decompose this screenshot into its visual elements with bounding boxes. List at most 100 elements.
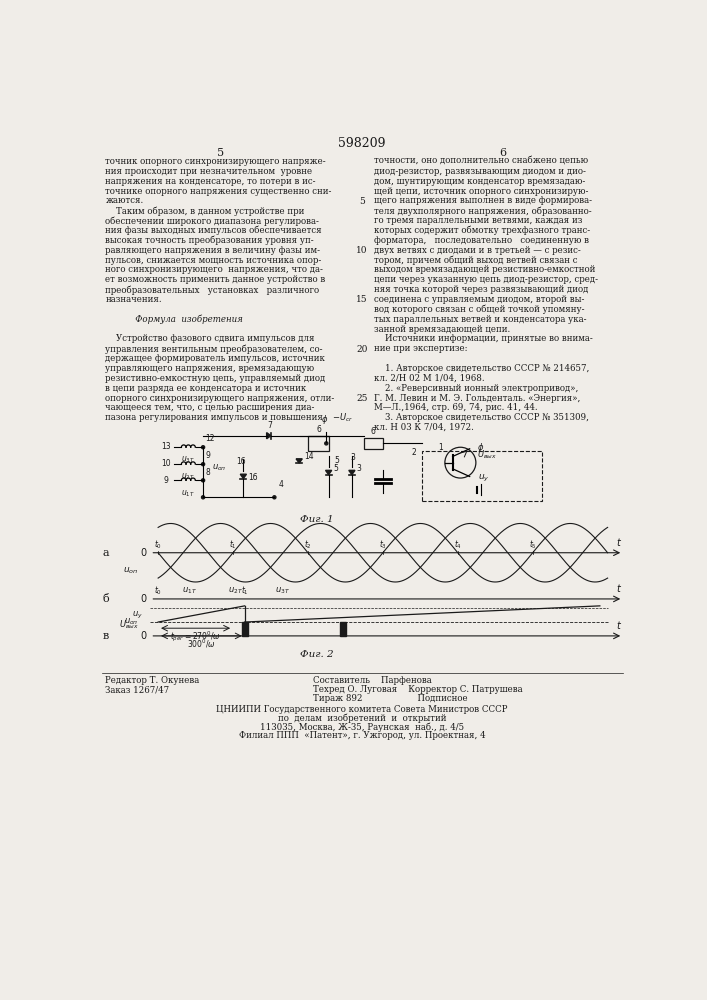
Text: чающееся тем, что, с целью расширения диа-: чающееся тем, что, с целью расширения ди… bbox=[105, 403, 315, 412]
Text: 6: 6 bbox=[316, 425, 321, 434]
Text: 8: 8 bbox=[206, 468, 210, 477]
Text: выходом времязадающей резистивно-емкостной: выходом времязадающей резистивно-емкостн… bbox=[373, 265, 595, 274]
Text: щей цепи, источник опорного синхронизирую-: щей цепи, источник опорного синхронизиру… bbox=[373, 187, 588, 196]
Text: преобразовательных   установках   различного: преобразовательных установках различного bbox=[105, 285, 320, 295]
Text: 0: 0 bbox=[141, 631, 146, 641]
Text: 0: 0 bbox=[141, 594, 146, 604]
Text: 6: 6 bbox=[370, 427, 375, 436]
Text: $u_{3T}$: $u_{3T}$ bbox=[274, 586, 290, 596]
Polygon shape bbox=[267, 433, 271, 439]
Text: держащее формирователь импульсов, источник: держащее формирователь импульсов, источн… bbox=[105, 354, 325, 363]
Text: пульсов, снижается мощность источника опор-: пульсов, снижается мощность источника оп… bbox=[105, 256, 322, 265]
Text: напряжения на конденсаторе, то потери в ис-: напряжения на конденсаторе, то потери в … bbox=[105, 177, 316, 186]
Text: 14: 14 bbox=[304, 452, 313, 461]
Text: го тремя параллельными ветвями, каждая из: го тремя параллельными ветвями, каждая и… bbox=[373, 216, 582, 225]
Text: 9: 9 bbox=[163, 476, 168, 485]
Text: Устройство фазового сдвига импульсов для: Устройство фазового сдвига импульсов для bbox=[105, 334, 315, 343]
Text: точнике опорного напряжения существенно сни-: точнике опорного напряжения существенно … bbox=[105, 187, 332, 196]
Text: пазона регулирования импульсов и повышения: пазона регулирования импульсов и повышен… bbox=[105, 413, 323, 422]
Text: ет возможность применить данное устройство в: ет возможность применить данное устройст… bbox=[105, 275, 326, 284]
Text: ние при экспертизе:: ние при экспертизе: bbox=[373, 344, 467, 353]
Text: няя точка которой через развязывающий диод: няя точка которой через развязывающий ди… bbox=[373, 285, 588, 294]
Text: обеспечении широкого диапазона регулирова-: обеспечении широкого диапазона регулиров… bbox=[105, 216, 320, 226]
Bar bbox=[421, 451, 542, 501]
Text: диод-резистор, развязывающим диодом и дио-: диод-резистор, развязывающим диодом и ди… bbox=[373, 167, 585, 176]
Text: кл. Н 03 К 7/04, 1972.: кл. Н 03 К 7/04, 1972. bbox=[373, 423, 474, 432]
Text: 3. Авторское свидетельство СССР № 351309,: 3. Авторское свидетельство СССР № 351309… bbox=[373, 413, 588, 422]
Text: $u_y$: $u_y$ bbox=[132, 610, 143, 621]
Text: высокая точность преобразования уровня уп-: высокая точность преобразования уровня у… bbox=[105, 236, 314, 245]
Text: $t$: $t$ bbox=[617, 536, 622, 548]
Text: ного синхронизирующего  напряжения, что да-: ного синхронизирующего напряжения, что д… bbox=[105, 265, 323, 274]
Text: 1. Авторское свидетельство СССР № 214657,: 1. Авторское свидетельство СССР № 214657… bbox=[373, 364, 589, 373]
Text: $t_0$: $t_0$ bbox=[154, 585, 162, 597]
Text: жаются.: жаются. bbox=[105, 196, 144, 205]
Text: двух ветвях с диодами и в третьей — с резис-: двух ветвях с диодами и в третьей — с ре… bbox=[373, 246, 580, 255]
Circle shape bbox=[273, 496, 276, 499]
Text: опорного синхронизирующего напряжения, отли-: опорного синхронизирующего напряжения, о… bbox=[105, 394, 334, 403]
Text: Составитель    Парфенова: Составитель Парфенова bbox=[313, 676, 432, 685]
Text: в: в bbox=[103, 631, 109, 641]
Text: $u_{2T}$: $u_{2T}$ bbox=[182, 471, 195, 482]
Text: тых параллельных ветвей и конденсатора ука-: тых параллельных ветвей и конденсатора у… bbox=[373, 315, 586, 324]
Text: Г. М. Левин и М. Э. Гольденталь. «Энергия»,: Г. М. Левин и М. Э. Гольденталь. «Энерги… bbox=[373, 394, 580, 403]
Text: $t_4$: $t_4$ bbox=[454, 539, 462, 551]
Text: 5: 5 bbox=[216, 148, 223, 158]
Circle shape bbox=[201, 479, 204, 482]
Text: назначения.: назначения. bbox=[105, 295, 162, 304]
Text: ЦНИИПИ Государственного комитета Совета Министров СССР: ЦНИИПИ Государственного комитета Совета … bbox=[216, 705, 508, 714]
Text: 1: 1 bbox=[438, 443, 443, 452]
Text: $\phi$: $\phi$ bbox=[477, 441, 485, 454]
Text: $\phi$: $\phi$ bbox=[321, 413, 328, 426]
Text: 25: 25 bbox=[356, 394, 368, 403]
Text: $u_{оп}$: $u_{оп}$ bbox=[212, 463, 227, 473]
Text: дом, шунтирующим конденсатор времязадаю-: дом, шунтирующим конденсатор времязадаю- bbox=[373, 177, 585, 186]
Text: $-U_{cr}$: $-U_{cr}$ bbox=[332, 412, 354, 424]
Text: щего напряжения выполнен в виде формирова-: щего напряжения выполнен в виде формиров… bbox=[373, 196, 592, 205]
Text: $t_2$: $t_2$ bbox=[304, 539, 312, 551]
Text: по  делам  изобретений  и  открытий: по делам изобретений и открытий bbox=[278, 714, 446, 723]
Text: $U_{вых}$: $U_{вых}$ bbox=[477, 449, 497, 461]
Circle shape bbox=[325, 442, 328, 445]
Text: $t_1$: $t_1$ bbox=[241, 585, 249, 597]
Text: $U_{вых}$: $U_{вых}$ bbox=[119, 619, 139, 631]
Text: 4: 4 bbox=[278, 480, 283, 489]
Text: 6: 6 bbox=[499, 148, 506, 158]
Text: вод которого связан с общей точкой упомяну-: вод которого связан с общей точкой упомя… bbox=[373, 305, 584, 314]
Text: 1б: 1б bbox=[236, 458, 246, 466]
Text: в цепи разряда ее конденсатора и источник: в цепи разряда ее конденсатора и источни… bbox=[105, 384, 307, 393]
Text: 10: 10 bbox=[356, 246, 368, 255]
Text: 3: 3 bbox=[350, 453, 355, 462]
Text: 2. «Реверсивный ионный электропривод»,: 2. «Реверсивный ионный электропривод», bbox=[373, 384, 578, 393]
Text: 113035, Москва, Ж-35, Раунская  наб., д. 4/5: 113035, Москва, Ж-35, Раунская наб., д. … bbox=[260, 722, 464, 732]
Text: которых содержит обмотку трехфазного транс-: которых содержит обмотку трехфазного тра… bbox=[373, 226, 590, 235]
Text: 3: 3 bbox=[356, 464, 361, 473]
Text: $u_{3T}$: $u_{3T}$ bbox=[182, 454, 195, 465]
Text: 20: 20 bbox=[356, 345, 368, 354]
Text: Редактор Т. Окунева: Редактор Т. Окунева bbox=[105, 676, 199, 685]
Text: а: а bbox=[102, 548, 109, 558]
Bar bbox=[242, 622, 247, 636]
Text: 0: 0 bbox=[141, 548, 146, 558]
Text: Фиг. 1: Фиг. 1 bbox=[300, 515, 334, 524]
Text: 12: 12 bbox=[206, 434, 215, 443]
Polygon shape bbox=[296, 459, 303, 463]
Text: кл. 2/Н 02 М 1/04, 1968.: кл. 2/Н 02 М 1/04, 1968. bbox=[373, 374, 484, 383]
Circle shape bbox=[201, 496, 204, 499]
Text: Формула  изобретения: Формула изобретения bbox=[105, 315, 243, 324]
Text: точности, оно дополнительно снабжено цепью: точности, оно дополнительно снабжено цеп… bbox=[373, 157, 588, 166]
Circle shape bbox=[201, 446, 204, 449]
Circle shape bbox=[201, 463, 204, 466]
Text: Источники информации, принятые во внима-: Источники информации, принятые во внима- bbox=[373, 334, 592, 343]
Text: тором, причем общий выход ветвей связан с: тором, причем общий выход ветвей связан … bbox=[373, 256, 577, 265]
Text: $u_{1T}$: $u_{1T}$ bbox=[182, 586, 197, 596]
Text: $t_{рег}=270^0/\omega$: $t_{рег}=270^0/\omega$ bbox=[170, 630, 221, 644]
Text: 5: 5 bbox=[359, 197, 365, 206]
Text: 5: 5 bbox=[333, 464, 338, 473]
Text: цепи через указанную цепь диод-резистор, сред-: цепи через указанную цепь диод-резистор,… bbox=[373, 275, 597, 284]
Text: резистивно-емкостную цепь, управляемый диод: резистивно-емкостную цепь, управляемый д… bbox=[105, 374, 326, 383]
Text: $u_{оп}$: $u_{оп}$ bbox=[124, 617, 139, 627]
Text: 1б: 1б bbox=[248, 473, 257, 482]
Text: управляющего напряжения, времязадающую: управляющего напряжения, времязадающую bbox=[105, 364, 315, 373]
Text: $t$: $t$ bbox=[617, 619, 622, 631]
